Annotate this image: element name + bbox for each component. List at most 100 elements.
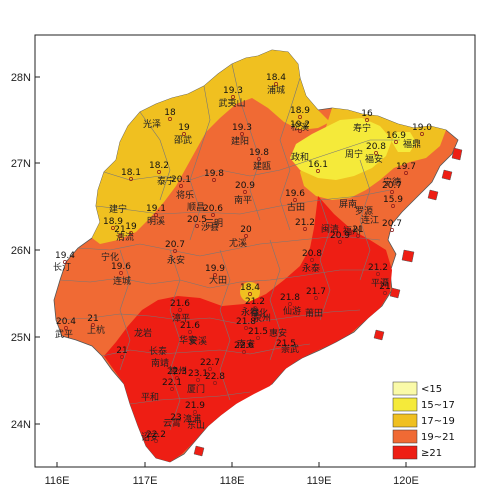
station-value-label: 18.9 bbox=[103, 217, 123, 227]
place-name-label: 平和 bbox=[141, 392, 159, 403]
place-name-label: 惠安 bbox=[269, 327, 287, 339]
place-name-label: 福安 bbox=[365, 153, 383, 165]
place-name-label: 尤溪 bbox=[229, 237, 247, 249]
station-marker bbox=[284, 348, 288, 352]
station-marker bbox=[310, 258, 314, 262]
place-name-label: 松溪 bbox=[291, 121, 309, 133]
station-value-label: 21.9 bbox=[185, 401, 205, 411]
place-name-label: 邵武 bbox=[174, 134, 192, 146]
station-value-label: 20.5 bbox=[187, 215, 207, 225]
station-value-label: 20 bbox=[240, 225, 252, 235]
station-marker bbox=[157, 170, 161, 174]
station-value-label: 19.3 bbox=[223, 86, 243, 96]
station-marker bbox=[91, 323, 95, 327]
place-name-label: 南靖 bbox=[151, 357, 169, 369]
station-value-label: 19.1 bbox=[146, 204, 166, 214]
place-name-label: 崇武 bbox=[281, 343, 299, 355]
station-value-label: 21.2 bbox=[295, 218, 315, 228]
station-marker bbox=[129, 231, 133, 235]
station-marker bbox=[257, 157, 261, 161]
station-value-label: 18.1 bbox=[121, 168, 141, 178]
coastal-islands bbox=[193, 147, 463, 457]
station-marker bbox=[118, 234, 122, 238]
station-marker bbox=[213, 381, 217, 385]
station-value-label: 20.6 bbox=[203, 204, 223, 214]
county-boundaries bbox=[55, 63, 400, 431]
station-value-label: 21.2 bbox=[368, 263, 388, 273]
region-above-21 bbox=[104, 196, 392, 462]
station-value-label: 21.8 bbox=[280, 293, 300, 303]
place-name-label: 连城 bbox=[113, 275, 131, 287]
station-marker bbox=[120, 355, 124, 359]
place-name-label: 大田 bbox=[209, 274, 227, 286]
place-name-label: 武夷山 bbox=[218, 97, 245, 109]
legend-label: <15 bbox=[421, 384, 442, 395]
place-name-label: 寿宁 bbox=[353, 122, 371, 134]
legend-label: ≥21 bbox=[421, 448, 442, 459]
station-marker bbox=[376, 272, 380, 276]
station-value-label: 20.9 bbox=[330, 231, 350, 241]
station-marker bbox=[178, 308, 182, 312]
station-value-label: 21.5 bbox=[248, 327, 268, 337]
place-name-label: 建宁 bbox=[109, 203, 127, 215]
station-marker bbox=[288, 302, 292, 306]
place-name-label: 武平 bbox=[55, 328, 73, 340]
station-value-label: 20.7 bbox=[382, 181, 402, 191]
region-15-17 bbox=[290, 118, 392, 180]
place-name-label: 顺昌 bbox=[187, 202, 205, 213]
x-axis: 116E 117E 118E 119E 120E bbox=[45, 462, 419, 487]
station-value-label: 16.9 bbox=[386, 131, 406, 141]
y-tick-label: 24N bbox=[11, 419, 31, 431]
station-marker bbox=[391, 204, 395, 208]
station-marker bbox=[293, 198, 297, 202]
station-marker bbox=[193, 410, 197, 414]
station-marker bbox=[211, 213, 215, 217]
region-15-17-east bbox=[392, 132, 416, 152]
place-name-label: 永春 bbox=[241, 306, 259, 318]
y-axis: 28N 27N 26N 25N 24N bbox=[11, 72, 40, 431]
station-value-label: 22.1 bbox=[162, 378, 182, 388]
station-marker bbox=[182, 132, 186, 136]
place-name-label: 将乐 bbox=[176, 189, 194, 201]
place-name-label: 南平 bbox=[234, 194, 252, 206]
station-value-label: 21.6 bbox=[180, 321, 200, 331]
place-name-label: 安溪 bbox=[189, 335, 207, 347]
x-tick-label: 120E bbox=[393, 475, 419, 487]
station-marker bbox=[208, 367, 212, 371]
station-marker bbox=[231, 95, 235, 99]
station-value-label: 21 bbox=[116, 346, 127, 356]
place-name-label: 明溪 bbox=[147, 215, 165, 227]
station-marker bbox=[195, 224, 199, 228]
station-value-label: 19.8 bbox=[249, 148, 269, 158]
place-name-label: 永泰 bbox=[302, 262, 320, 274]
place-name-label: 古田 bbox=[287, 201, 305, 213]
place-name-label: 连江 bbox=[361, 214, 379, 226]
place-name-label: 福州 bbox=[343, 225, 361, 237]
place-name-label: 莆田 bbox=[305, 307, 323, 319]
station-marker bbox=[242, 350, 246, 354]
station-value-label: 21 bbox=[114, 225, 125, 235]
station-marker bbox=[404, 171, 408, 175]
station-marker bbox=[111, 226, 115, 230]
station-marker bbox=[338, 240, 342, 244]
station-marker bbox=[240, 132, 244, 136]
station-marker bbox=[188, 330, 192, 334]
place-name-label: 华安 bbox=[179, 334, 197, 346]
station-marker bbox=[420, 132, 424, 136]
station-value-label: 19.4 bbox=[55, 251, 75, 261]
place-name-label: 长汀 bbox=[53, 261, 71, 273]
station-marker bbox=[244, 234, 248, 238]
station-marker bbox=[173, 249, 177, 253]
y-tick-label: 28N bbox=[11, 72, 31, 84]
x-tick-label: 118E bbox=[220, 475, 245, 487]
station-marker bbox=[213, 273, 217, 277]
station-value-label: 19.2 bbox=[290, 120, 310, 130]
station-value-label: 19.9 bbox=[205, 264, 225, 274]
region-17-19-spot bbox=[240, 282, 260, 302]
station-value-label: 22.3 bbox=[167, 367, 187, 377]
station-value-label: 21.2 bbox=[245, 297, 265, 307]
station-marker bbox=[212, 178, 216, 182]
station-value-label: 20.8 bbox=[366, 142, 386, 152]
region-17-19 bbox=[92, 50, 330, 244]
station-value-label: 21.7 bbox=[306, 287, 326, 297]
